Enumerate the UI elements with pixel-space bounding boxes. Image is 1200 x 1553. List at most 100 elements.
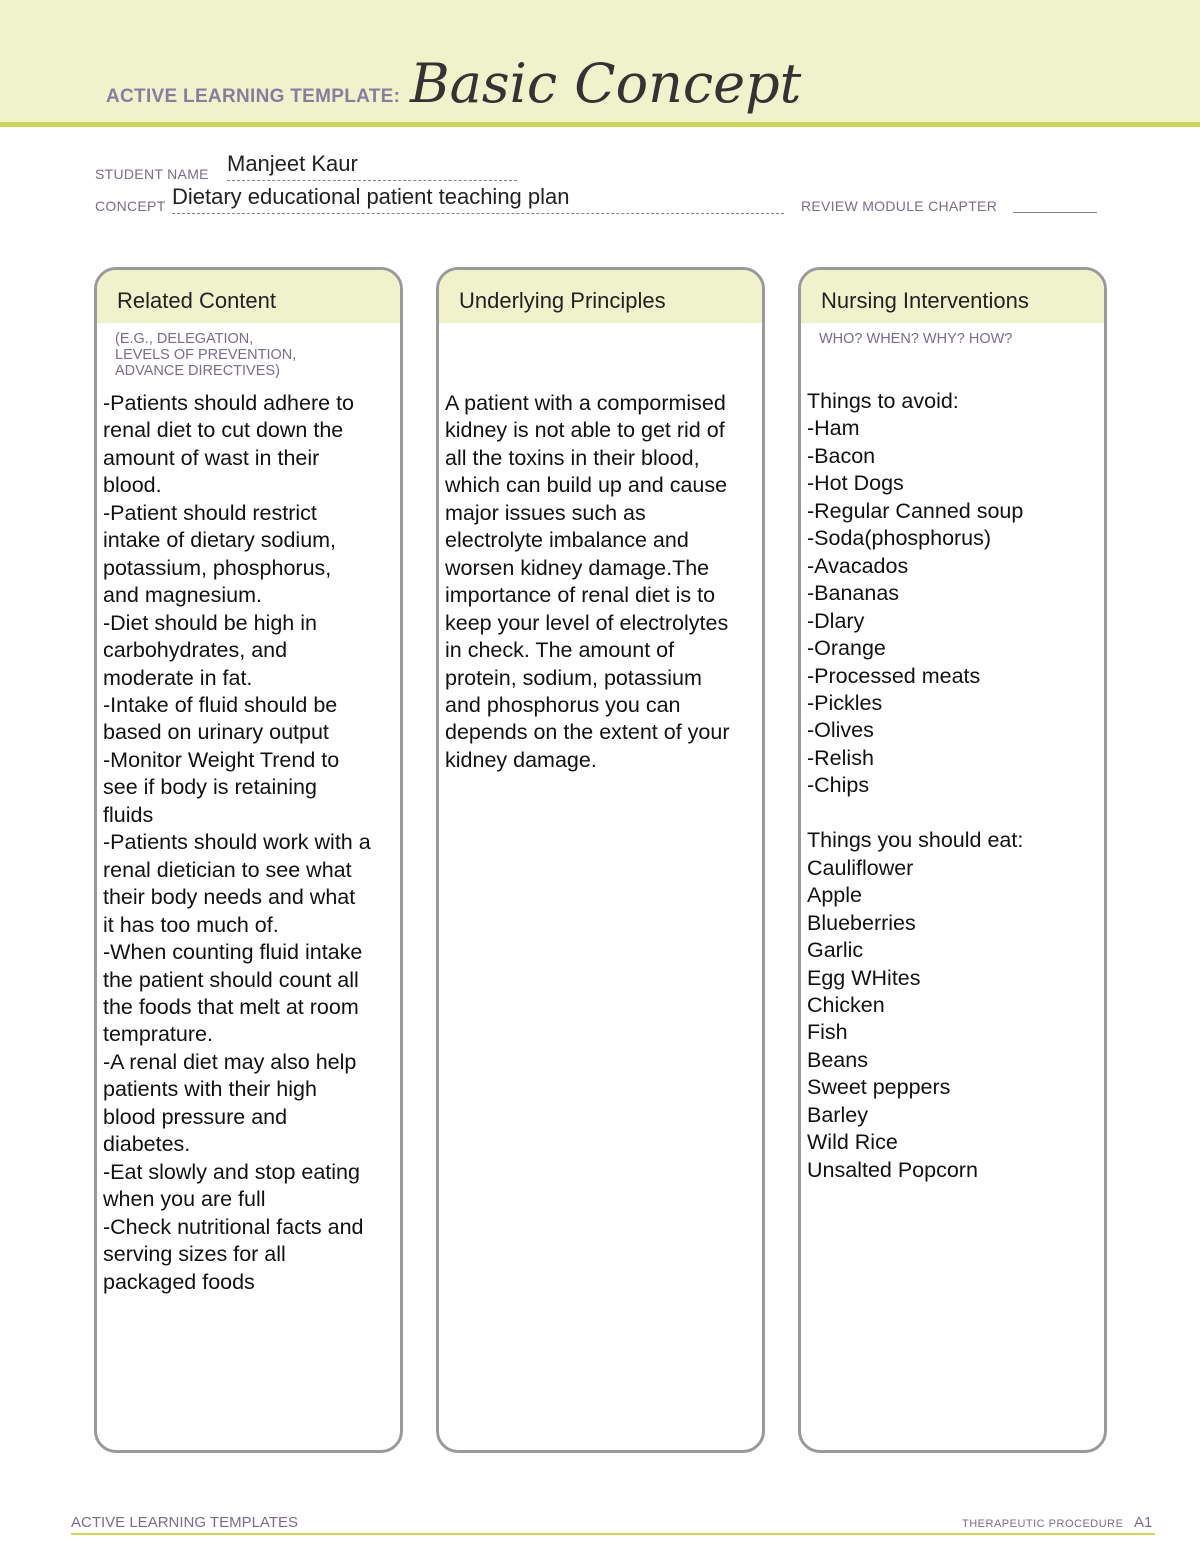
- text-line: Blueberries: [807, 910, 916, 935]
- text-line: in check. The amount of: [445, 638, 675, 663]
- text-line: -Patient should restrict: [103, 500, 317, 525]
- review-module-label: REVIEW MODULE CHAPTER: [801, 198, 998, 214]
- text-line: -Orange: [807, 636, 886, 661]
- text-line: protein, sodium, potassium: [445, 665, 702, 690]
- header-band: [0, 0, 1200, 122]
- text-line: amount of wast in their: [103, 445, 320, 470]
- text-line: -Chips: [807, 773, 870, 798]
- underlying-principles-text[interactable]: A patient with a compormised kidney is no…: [445, 390, 730, 774]
- text-line: Things to avoid:: [807, 389, 959, 413]
- text-line: potassium, phosphorus,: [103, 555, 332, 580]
- text-line: Wild Rice: [807, 1130, 898, 1155]
- text-line: Chicken: [807, 992, 885, 1017]
- text-line: blood pressure and: [103, 1104, 288, 1129]
- header-divider: [0, 122, 1200, 127]
- text-line: worsen kidney damage.The: [445, 555, 710, 580]
- text-line: Things you should eat:: [807, 828, 1024, 853]
- nursing-interventions-text[interactable]: Things to avoid: -Ham -Bacon -Hot Dogs -Regu…: [807, 388, 1023, 1184]
- text-line: and phosphorus you can: [445, 692, 681, 717]
- related-content-hint: (E.G., DELEGATION, LEVELS OF PREVENTION, A…: [97, 323, 400, 379]
- text-line: Unsalted Popcorn: [807, 1157, 978, 1182]
- text-line: -Patients should adhere to: [103, 391, 354, 415]
- text-line: Garlic: [807, 938, 864, 963]
- text-line: -Bacon: [807, 443, 876, 468]
- text-line: -Dlary: [807, 608, 865, 633]
- text-line: -Pickles: [807, 690, 883, 715]
- review-module-field[interactable]: [1013, 212, 1097, 213]
- hint-line: LEVELS OF PREVENTION,: [115, 347, 297, 363]
- text-line: blood.: [103, 473, 162, 498]
- text-line: -Processed meats: [807, 663, 981, 688]
- text-line: -Monitor Weight Trend to: [103, 747, 340, 772]
- text-line: see if body is retaining: [103, 775, 317, 800]
- footer-divider: [71, 1533, 1155, 1535]
- page-title: Basic Concept: [410, 52, 802, 115]
- text-line: [807, 800, 1023, 827]
- template-label: ACTIVE LEARNING TEMPLATE:: [106, 86, 401, 107]
- text-line: patients with their high: [103, 1077, 317, 1102]
- hint-line: ADVANCE DIRECTIVES): [115, 363, 280, 379]
- text-line: the foods that melt at room: [103, 994, 359, 1019]
- page-number: A1: [1134, 1514, 1153, 1531]
- related-content-box: Related Content (E.G., DELEGATION, LEVELS…: [94, 267, 403, 1453]
- text-line: electrolyte imbalance and: [445, 528, 689, 553]
- text-line: -Soda(phosphorus): [807, 526, 992, 551]
- text-line: -Bananas: [807, 581, 900, 606]
- text-line: -Eat slowly and stop eating: [103, 1159, 360, 1184]
- underlying-principles-title: Underlying Principles: [439, 270, 762, 323]
- text-line: Beans: [807, 1047, 868, 1072]
- text-line: all the toxins in their blood,: [445, 445, 700, 470]
- text-line: and magnesium.: [103, 583, 262, 608]
- text-line: carbohydrates, and: [103, 638, 288, 663]
- text-line: -Check nutritional facts and: [103, 1214, 364, 1239]
- concept-label: CONCEPT: [95, 198, 166, 214]
- text-line: A patient with a compormised: [445, 391, 726, 415]
- student-name-label: STUDENT NAME: [95, 166, 209, 182]
- text-line: Barley: [807, 1102, 868, 1127]
- text-line: -A renal diet may also help: [103, 1049, 357, 1074]
- text-line: -Relish: [807, 745, 874, 770]
- text-line: temprature.: [103, 1022, 213, 1047]
- text-line: -Avacados: [807, 553, 909, 578]
- text-line: moderate in fat.: [103, 665, 253, 690]
- text-line: -Olives: [807, 718, 874, 743]
- hint-line: WHO? WHEN? WHY? HOW?: [819, 331, 1013, 347]
- text-line: Apple: [807, 883, 862, 908]
- text-line: depends on the extent of your: [445, 720, 730, 745]
- text-line: fluids: [103, 802, 154, 827]
- text-line: renal diet to cut down the: [103, 418, 344, 443]
- underlying-principles-hint: [439, 323, 762, 331]
- text-line: it has too much of.: [103, 912, 279, 937]
- text-line: serving sizes for all: [103, 1242, 286, 1267]
- text-line: renal dietician to see what: [103, 857, 352, 882]
- related-content-text[interactable]: -Patients should adhere to renal diet to …: [103, 390, 371, 1296]
- text-line: their body needs and what: [103, 885, 356, 910]
- text-line: major issues such as: [445, 500, 646, 525]
- text-line: intake of dietary sodium,: [103, 528, 337, 553]
- text-line: -Hot Dogs: [807, 471, 904, 496]
- underlying-principles-box: Underlying Principles A patient with a c…: [436, 267, 765, 1453]
- nursing-interventions-box: Nursing Interventions WHO? WHEN? WHY? HO…: [798, 267, 1107, 1453]
- text-line: Cauliflower: [807, 855, 914, 880]
- text-line: packaged foods: [103, 1269, 255, 1294]
- text-line: -Patients should work with a: [103, 830, 371, 855]
- text-line: diabetes.: [103, 1132, 191, 1157]
- footer-left: ACTIVE LEARNING TEMPLATES: [71, 1514, 298, 1531]
- concept-field[interactable]: Dietary educational patient teaching pla…: [172, 184, 570, 209]
- text-line: based on urinary output: [103, 720, 329, 745]
- text-line: which can build up and cause: [445, 473, 728, 498]
- text-line: kidney damage.: [445, 747, 597, 772]
- nursing-interventions-title: Nursing Interventions: [801, 270, 1104, 323]
- student-name-underline: [227, 180, 517, 181]
- text-line: keep your level of electrolytes: [445, 610, 729, 635]
- text-line: kidney is not able to get rid of: [445, 418, 725, 443]
- text-line: -Regular Canned soup: [807, 498, 1024, 523]
- text-line: Sweet peppers: [807, 1075, 951, 1100]
- student-name-field[interactable]: Manjeet Kaur: [227, 151, 358, 176]
- nursing-interventions-hint: WHO? WHEN? WHY? HOW?: [801, 323, 1104, 347]
- text-line: when you are full: [103, 1187, 266, 1212]
- footer-right: THERAPEUTIC PROCEDURE: [962, 1518, 1124, 1530]
- related-content-title: Related Content: [97, 270, 400, 323]
- text-line: -Ham: [807, 416, 860, 441]
- text-line: -Intake of fluid should be: [103, 692, 338, 717]
